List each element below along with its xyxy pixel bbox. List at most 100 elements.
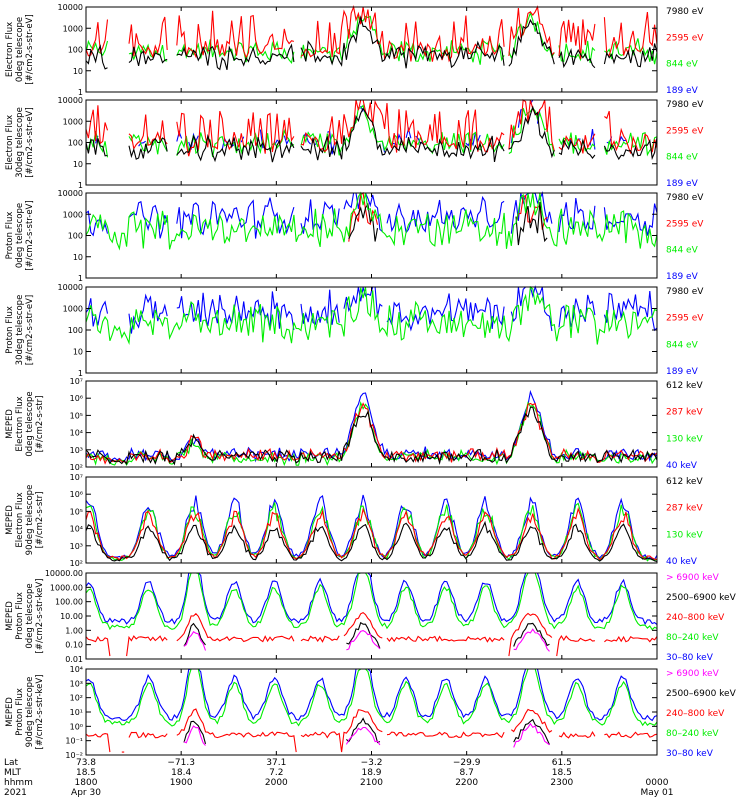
y-tick-label: 0.10 [65,641,83,650]
x-row-label: MLT [4,768,22,778]
legend-entry: 189 eV [666,86,699,96]
panel-4: 1 10 100 1000 10000 Proton Flux 30deg telescop… [5,283,704,378]
series-red [85,708,658,753]
y-axis-label: MEPED [5,697,15,727]
series-black [183,621,550,649]
legend-entry: 189 eV [666,367,699,377]
y-axis-label: 90deg telescope [25,677,35,748]
legend-entry: 7980 eV [666,7,704,17]
series-red [85,611,658,657]
y-tick-label: 1000 [63,24,83,33]
panel-8: 10⁻² 10⁻¹ 10⁰ 10¹ 10² 10³ 10⁴ MEPED Proton Flux 9… [5,665,737,760]
y-axis-label: MEPED [5,409,15,439]
y-tick-label: 10⁻¹ [65,737,83,746]
tick-hhmm: 0000 [646,778,669,788]
y-tick-label: 1000 [63,117,83,126]
legend-entry: 287 keV [666,504,703,514]
tick-mlt: 18.9 [361,768,381,778]
series-green [85,191,658,251]
legend-entry: 7980 eV [666,100,704,110]
series-black [183,717,551,745]
series-black [85,105,658,163]
y-axis-label: 30deg telescope [15,107,25,178]
y-tick-label: 10000 [58,3,83,12]
tick-hhmm: 1800 [75,778,98,788]
y-tick-label: 1 [78,181,83,190]
y-tick-label: 10.00 [60,612,83,621]
y-axis-label: MEPED [5,601,15,631]
y-axis-label: Proton Flux [5,306,15,354]
series-red [85,507,658,561]
y-tick-label: 10⁵ [70,411,83,420]
tick-mlt: 18.5 [76,768,96,778]
tick-mlt: 18.4 [171,768,191,778]
y-axis-label: 0deg telescope [15,17,25,82]
legend-entry: 2500–6900 keV [666,593,737,603]
tick-lat: −3.2 [361,758,383,768]
y-tick-label: 1000 [63,210,83,219]
y-axis-label: 0deg telescope [25,583,35,648]
legend-entry: 30–80 keV [666,749,714,759]
tick-lat: 37.1 [266,758,286,768]
legend-entry: 844 eV [666,340,699,350]
y-tick-label: 10⁵ [70,507,83,516]
series-red [85,5,658,63]
legend-entry: 40 keV [666,461,698,471]
panel-1: 1 10 100 1000 10000 Electron Flux 0deg telesco… [5,3,704,97]
y-tick-label: 1000.00 [50,583,83,592]
y-tick-label: 10 [73,348,83,357]
y-axis-label: [#/cm2-s-str-keV] [35,675,45,750]
legend-entry: 844 eV [666,246,699,256]
y-axis-label: Electron Flux [15,396,25,451]
legend-entry: 240–800 keV [666,709,725,719]
y-tick-label: 10000 [58,189,83,198]
y-tick-label: 10 [73,253,83,262]
tick-hhmm: 1900 [170,778,193,788]
series-blue [85,572,658,626]
y-tick-label: 10² [70,559,83,568]
legend-entry: > 6900 keV [666,573,720,583]
legend-entry: 2595 eV [666,33,704,43]
legend-entry: 844 eV [666,60,699,70]
x-row-label: hhmm [4,778,33,788]
series-magenta [183,628,550,652]
panel-5: 10² 10³ 10⁴ 10⁵ 10⁶ 10⁷ MEPED Electron Flux 0deg… [5,377,703,472]
legend-entry: 189 eV [666,179,699,189]
y-tick-label: 10² [70,694,83,703]
y-axis-label: Electron Flux [5,115,15,170]
series-green [85,572,658,631]
y-tick-label: 100 [68,232,83,241]
y-tick-label: 10 [73,160,83,169]
series-green [85,285,658,345]
series-green [85,502,658,562]
y-axis-label: [#/cm2-s-str-eV] [25,107,35,177]
panel-6: 10² 10³ 10⁴ 10⁵ 10⁶ 10⁷ MEPED Electron Flux 90de… [5,473,703,568]
series-black [85,520,658,563]
tick-hhmm: 2000 [265,778,288,788]
y-axis-label: Proton Flux [15,592,25,640]
tick-lat: 61.5 [552,758,572,768]
y-tick-label: 10000 [58,283,83,292]
legend-entry: 240–800 keV [666,613,725,623]
tick-date: Apr 30 [71,788,101,798]
tick-hhmm: 2200 [455,778,478,788]
legend-entry: 2500–6900 keV [666,689,737,699]
x-row-label: Lat [4,758,19,768]
tick-hhmm: 2100 [360,778,383,788]
legend-entry: 612 keV [666,381,703,391]
panel-7: 0.01 0.10 1.00 10.00 100.00 1000.00 10000.00 ME… [5,569,737,664]
y-tick-label: 10⁰ [70,722,83,731]
y-tick-label: 10 [73,67,83,76]
y-axis-label: MEPED [5,505,15,535]
legend-entry: 130 keV [666,530,703,540]
series-green [85,668,658,727]
y-tick-label: 0.01 [65,655,83,664]
series-magenta [183,722,550,748]
legend-entry: 130 keV [666,434,703,444]
y-tick-label: 10³ [70,446,83,455]
legend-entry: 612 keV [666,477,703,487]
y-tick-label: 100 [68,326,83,335]
panel-2: 1 10 100 1000 10000 Electron Flux 30deg telesc… [5,96,704,190]
y-tick-label: 10² [70,463,83,472]
